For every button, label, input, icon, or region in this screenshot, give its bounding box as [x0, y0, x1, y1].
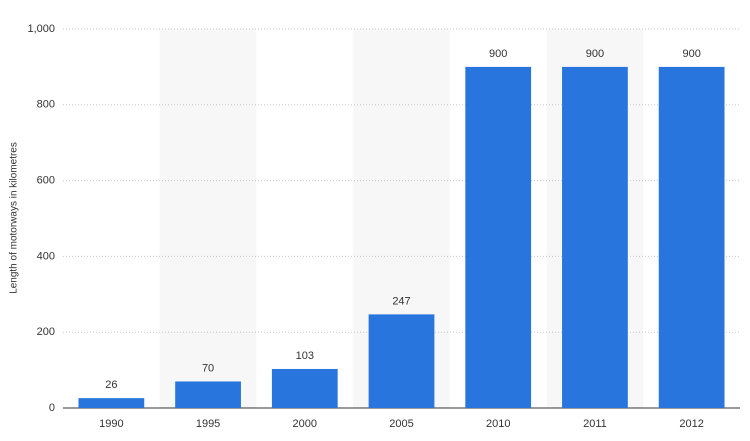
data-label: 900	[586, 48, 604, 60]
data-label: 26	[105, 379, 117, 391]
x-tick-label: 1995	[196, 418, 220, 430]
bar	[562, 66, 628, 409]
bar	[175, 381, 241, 408]
column-band	[159, 29, 257, 408]
x-tick-label: 2000	[293, 418, 317, 430]
x-tick-label: 2005	[389, 418, 413, 430]
data-label: 103	[296, 350, 314, 362]
data-label: 900	[489, 48, 507, 60]
y-tick-label: 400	[37, 250, 55, 262]
y-tick-label: 200	[37, 326, 55, 338]
x-tick-label: 1990	[99, 418, 123, 430]
data-label: 70	[202, 362, 214, 374]
y-tick-label: 1,000	[27, 23, 55, 35]
bar	[368, 314, 435, 408]
y-tick-label: 0	[49, 402, 55, 414]
bar	[78, 398, 145, 408]
x-tick-label: 2012	[679, 418, 703, 430]
y-axis-label: Length of motorways in kilometres	[9, 142, 20, 294]
data-label: 247	[392, 295, 410, 307]
bar	[271, 368, 338, 408]
x-tick-label: 2010	[486, 418, 510, 430]
y-tick-label: 800	[37, 99, 55, 111]
x-tick-label: 2011	[583, 418, 607, 430]
bar	[465, 66, 532, 409]
data-label: 900	[682, 48, 700, 60]
bar	[658, 66, 725, 409]
y-tick-label: 600	[37, 175, 55, 187]
